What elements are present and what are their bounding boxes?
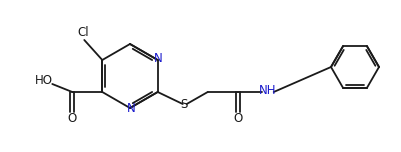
Text: N: N — [154, 52, 163, 66]
Text: NH: NH — [258, 85, 276, 97]
Text: S: S — [180, 98, 187, 112]
Text: O: O — [67, 112, 77, 124]
Text: N: N — [126, 102, 135, 116]
Text: Cl: Cl — [77, 26, 89, 40]
Text: O: O — [233, 112, 242, 124]
Text: HO: HO — [35, 74, 53, 88]
